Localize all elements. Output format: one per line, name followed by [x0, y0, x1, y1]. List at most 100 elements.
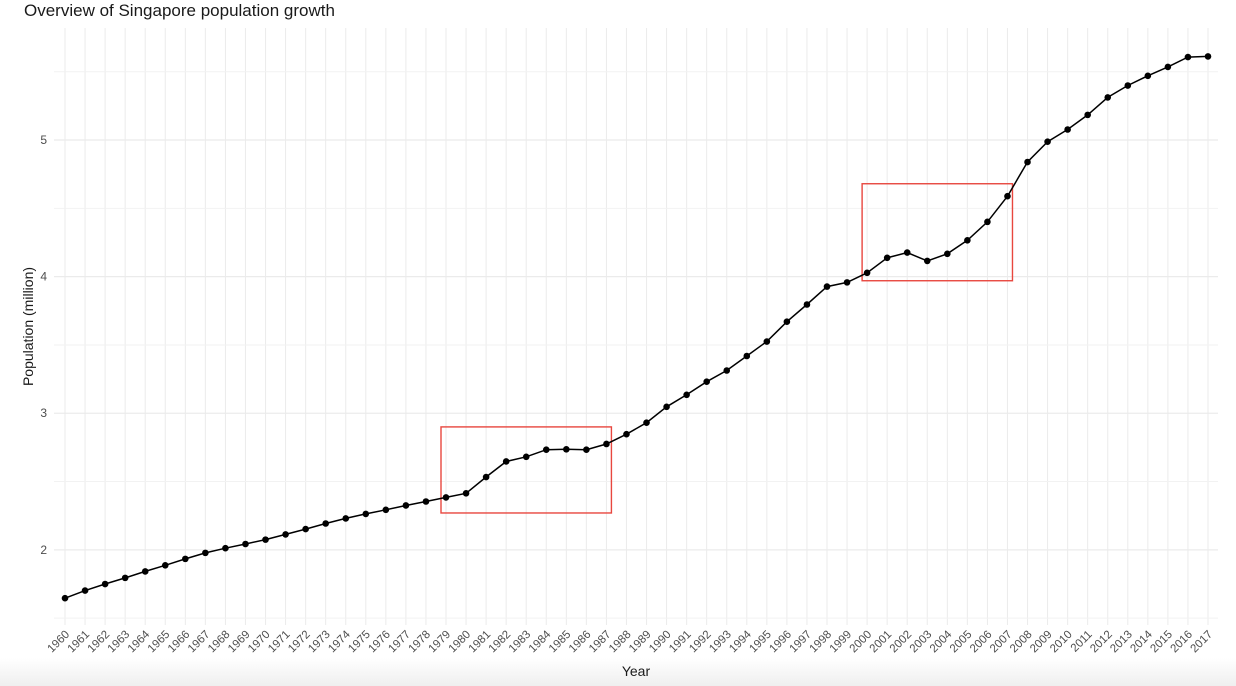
x-tick-label: 1999	[828, 629, 855, 656]
y-tick-label: 3	[40, 406, 47, 420]
data-point	[482, 473, 490, 481]
x-tick-label: 1980	[447, 629, 474, 656]
data-point	[362, 510, 370, 518]
x-tick-label: 2003	[908, 629, 935, 656]
data-point	[563, 446, 570, 453]
x-tick-label: 1968	[206, 629, 233, 656]
data-point	[141, 568, 149, 575]
data-point	[282, 531, 289, 538]
x-tick-label: 2004	[928, 628, 955, 655]
data-point	[402, 502, 410, 509]
x-tick-label: 1963	[106, 629, 133, 656]
data-point	[161, 562, 169, 569]
x-tick-label: 1988	[607, 629, 634, 656]
data-point	[823, 283, 831, 290]
data-point	[302, 525, 309, 533]
x-tick-label: 1972	[286, 629, 313, 656]
x-tick-label: 2013	[1108, 629, 1135, 656]
data-point	[703, 378, 710, 385]
data-point	[382, 506, 390, 514]
data-point	[583, 446, 590, 454]
y-tick-label: 4	[40, 270, 47, 284]
x-tick-label: 2001	[868, 629, 895, 656]
y-tick-label: 2	[40, 543, 47, 557]
x-tick-label: 2009	[1028, 629, 1055, 656]
data-point	[1084, 111, 1091, 119]
data-point	[121, 574, 129, 582]
x-tick-label: 2007	[988, 629, 1015, 656]
data-point	[863, 269, 871, 277]
x-tick-label: 1996	[767, 629, 794, 656]
data-point	[1124, 82, 1132, 89]
x-tick-label: 1981	[467, 629, 494, 656]
data-point	[202, 549, 209, 557]
data-point	[723, 367, 731, 374]
x-tick-label: 1979	[427, 629, 454, 656]
x-tick-label: 2002	[888, 629, 915, 656]
data-point	[101, 580, 109, 588]
series-line-layer	[64, 55, 1209, 599]
x-tick-label: 1985	[547, 629, 574, 656]
x-tick-label: 1978	[406, 629, 433, 656]
x-tick-label: 2008	[1008, 629, 1035, 656]
data-point	[903, 249, 911, 256]
data-point	[262, 536, 269, 543]
data-point	[1104, 94, 1112, 101]
data-point	[322, 520, 329, 527]
x-tick-label: 2015	[1148, 629, 1175, 656]
data-point	[984, 218, 991, 226]
data-point	[81, 587, 89, 594]
x-tick-label: 1990	[647, 629, 674, 656]
x-tick-label: 1965	[146, 629, 173, 656]
x-tick-label: 1997	[787, 629, 814, 656]
x-tick-label: 1973	[306, 629, 333, 656]
data-point	[1144, 72, 1152, 80]
x-tick-label: 1987	[587, 629, 614, 656]
x-tick-label: 2017	[1189, 629, 1216, 656]
x-tick-label: 1983	[507, 629, 534, 656]
data-point	[944, 250, 951, 258]
x-tick-label: 2000	[848, 629, 875, 656]
data-point	[342, 515, 350, 522]
x-tick-label: 2014	[1128, 628, 1155, 655]
data-point	[462, 490, 470, 497]
x-tick-label: 2006	[968, 629, 995, 656]
x-tick-label: 1992	[687, 629, 714, 656]
data-point	[61, 594, 69, 602]
data-point	[1064, 126, 1071, 133]
data-point	[1204, 53, 1212, 60]
data-point	[683, 391, 690, 399]
x-tick-label: 1970	[246, 629, 273, 656]
x-tick-label: 1989	[627, 629, 654, 656]
y-axis-ticks: 2 3 4 5	[40, 133, 47, 557]
data-point	[1004, 192, 1011, 200]
x-tick-label: 2016	[1168, 629, 1195, 656]
y-tick-label: 5	[40, 133, 47, 147]
data-point	[422, 498, 430, 505]
data-point	[843, 279, 851, 286]
x-tick-label: 1995	[747, 629, 774, 656]
plot-panel	[54, 28, 1218, 625]
data-point	[1184, 53, 1192, 61]
x-tick-label: 1969	[226, 629, 253, 656]
x-tick-label: 1976	[366, 629, 393, 656]
x-tick-label: 1991	[667, 629, 694, 656]
data-point	[242, 540, 249, 548]
x-tick-label: 1994	[727, 628, 754, 655]
x-tick-label: 1982	[487, 629, 514, 656]
grid-lines	[54, 28, 1218, 625]
x-tick-label: 2012	[1088, 629, 1115, 656]
bottom-band	[0, 658, 1236, 686]
x-tick-label: 1993	[707, 629, 734, 656]
data-point	[522, 453, 530, 461]
data-point	[1164, 63, 1172, 71]
series-line	[64, 55, 1209, 599]
data-point	[603, 440, 610, 448]
highlight-box	[861, 183, 1014, 282]
x-tick-label: 1967	[186, 629, 213, 656]
data-point	[763, 338, 771, 345]
data-point	[222, 544, 229, 552]
data-points	[61, 53, 1212, 602]
x-tick-label: 2005	[948, 629, 975, 656]
data-point	[883, 254, 891, 262]
